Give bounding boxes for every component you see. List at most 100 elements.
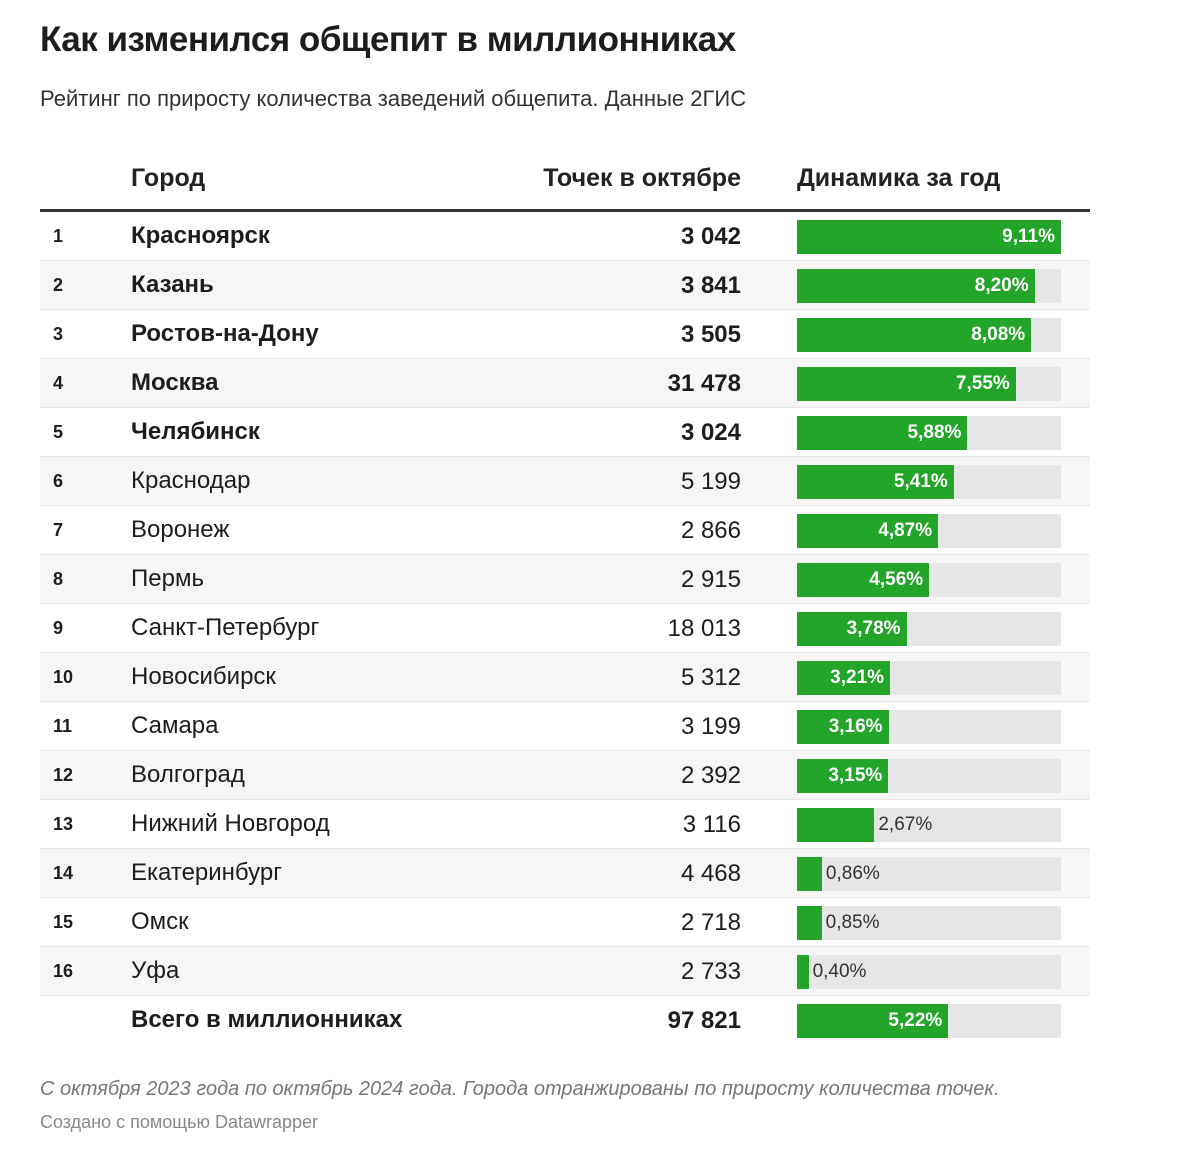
rank-cell: 12 <box>53 765 74 785</box>
change-bar <box>797 318 1032 352</box>
table-row: 5 Челябинск 3 024 5,88% <box>40 408 1090 457</box>
bar-track: 3,15% <box>797 759 1061 793</box>
table-row: 11 Самара 3 199 3,16% <box>40 702 1090 751</box>
rank-cell: 10 <box>53 667 74 687</box>
table-row: 1 Красноярск 3 042 9,11% <box>40 212 1090 261</box>
column-header-points[interactable]: Точек в октябре <box>543 164 741 192</box>
rank-cell: 3 <box>53 324 64 344</box>
bar-track: 3,78% <box>797 612 1061 646</box>
rank-cell: 15 <box>53 912 74 932</box>
city-cell: Волгоград <box>131 761 245 788</box>
bar-track: 4,56% <box>797 563 1061 597</box>
city-cell: Новосибирск <box>131 663 276 690</box>
points-cell: 3 024 <box>680 419 741 446</box>
rank-cell: 6 <box>53 471 64 491</box>
points-cell: 31 478 <box>667 370 741 397</box>
city-cell: Пермь <box>131 565 204 592</box>
table-row: 3 Ростов-на-Дону 3 505 8,08% <box>40 310 1090 359</box>
change-label: 4,87% <box>878 520 933 541</box>
table-row: 14 Екатеринбург 4 468 0,86% <box>40 849 1090 898</box>
points-cell: 5 312 <box>680 664 741 691</box>
table-row: 7 Воронеж 2 866 4,87% <box>40 506 1090 555</box>
change-label: 5,88% <box>907 422 962 443</box>
city-cell: Омск <box>131 908 189 935</box>
points-cell: 3 505 <box>680 321 741 348</box>
points-cell: 3 841 <box>680 272 741 299</box>
city-cell: Ростов-на-Дону <box>131 320 319 347</box>
change-label: 0,40% <box>812 961 867 982</box>
bar-track: 3,21% <box>797 661 1061 695</box>
bar-track: 9,11% <box>797 220 1061 254</box>
rank-cell: 4 <box>53 373 64 393</box>
points-cell: 3 199 <box>680 713 741 740</box>
table-row: 10 Новосибирск 5 312 3,21% <box>40 653 1090 702</box>
rank-cell: 5 <box>53 422 64 442</box>
change-label: 8,08% <box>971 324 1026 345</box>
table-row: 8 Пермь 2 915 4,56% <box>40 555 1090 604</box>
change-label: 3,21% <box>830 667 885 688</box>
footnote: С октября 2023 года по октябрь 2024 года… <box>40 1078 1000 1100</box>
table-row: 2 Казань 3 841 8,20% <box>40 261 1090 310</box>
bar-track: 8,08% <box>797 318 1061 352</box>
credit-link[interactable]: Создано с помощью Datawrapper <box>40 1112 319 1132</box>
bar-track: 8,20% <box>797 269 1061 303</box>
change-bar <box>797 955 809 989</box>
rank-cell: 7 <box>53 520 64 540</box>
city-cell: Санкт-Петербург <box>131 614 320 641</box>
change-label: 8,20% <box>974 275 1029 296</box>
bar-track: 3,16% <box>797 710 1061 744</box>
change-bar <box>797 906 822 940</box>
change-label: 5,22% <box>888 1010 943 1031</box>
city-cell: Всего в миллионниках <box>131 1006 403 1033</box>
change-label: 5,41% <box>893 471 948 492</box>
table-body: 1 Красноярск 3 042 9,11% 2 Казань 3 841 8,20% 3 Р… <box>40 212 1090 1044</box>
points-cell: 2 733 <box>680 958 741 985</box>
bar-track: 5,22% <box>797 1004 1061 1038</box>
change-bar <box>797 710 889 744</box>
city-cell: Челябинск <box>131 418 260 445</box>
header-divider <box>40 209 1090 212</box>
city-cell: Екатеринбург <box>131 859 282 886</box>
table-row: 4 Москва 31 478 7,55% <box>40 359 1090 408</box>
chart-subtitle: Рейтинг по приросту количества заведений… <box>40 86 747 111</box>
city-cell: Самара <box>131 712 219 739</box>
change-bar <box>797 1004 949 1038</box>
change-bar <box>797 514 939 548</box>
column-header-city[interactable]: Город <box>131 164 206 192</box>
bar-track: 5,41% <box>797 465 1061 499</box>
change-label: 0,85% <box>825 912 880 933</box>
change-bar <box>797 808 875 842</box>
bar-track: 5,88% <box>797 416 1061 450</box>
change-bar <box>797 857 822 891</box>
rank-cell: 13 <box>53 814 74 834</box>
points-cell: 18 013 <box>667 615 741 642</box>
change-label: 2,67% <box>878 814 933 835</box>
city-cell: Москва <box>131 369 219 396</box>
city-cell: Воронеж <box>131 516 230 543</box>
chart-title: Как изменился общепит в миллионниках <box>40 20 736 59</box>
city-cell: Красноярск <box>131 222 270 249</box>
table-row: 9 Санкт-Петербург 18 013 3,78% <box>40 604 1090 653</box>
rank-cell: 16 <box>53 961 74 981</box>
rank-cell: 1 <box>53 226 64 246</box>
change-bar <box>797 661 891 695</box>
change-label: 9,11% <box>1002 226 1055 247</box>
rank-cell: 11 <box>53 716 73 736</box>
city-cell: Уфа <box>131 957 180 984</box>
table-row: 15 Омск 2 718 0,85% <box>40 898 1090 947</box>
rank-cell: 14 <box>53 863 74 883</box>
change-bar <box>797 563 930 597</box>
points-cell: 4 468 <box>680 860 741 887</box>
points-cell: 2 915 <box>680 566 741 593</box>
points-cell: 97 821 <box>667 1007 741 1034</box>
column-header-change[interactable]: Динамика за год <box>797 164 1001 192</box>
points-cell: 2 866 <box>680 517 741 544</box>
points-cell: 3 116 <box>682 811 741 838</box>
change-label: 7,55% <box>955 373 1010 394</box>
city-cell: Нижний Новгород <box>131 810 330 837</box>
table-row: 16 Уфа 2 733 0,40% <box>40 947 1090 996</box>
points-cell: 3 042 <box>680 223 741 250</box>
change-bar <box>797 612 907 646</box>
change-bar <box>797 269 1035 303</box>
table-row: 12 Волгоград 2 392 3,15% <box>40 751 1090 800</box>
